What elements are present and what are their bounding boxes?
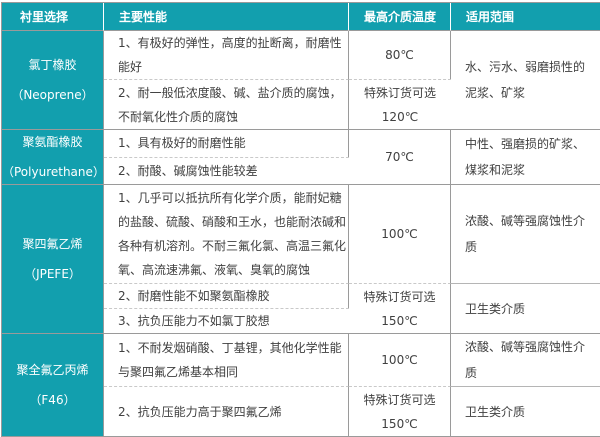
table-row: 2、耐磨性能不如聚氨酯橡胶 特殊订货可选 150℃ 卫生类介质 bbox=[2, 283, 600, 333]
scope-cell: 卫生类介质 bbox=[451, 283, 600, 333]
performance-cell: 1、具有极好的耐磨性能 bbox=[104, 129, 349, 157]
performance-cell: 2、抗负压能力高于聚四氟乙烯 bbox=[104, 386, 349, 436]
temp-cell: 特殊订货可选 120℃ bbox=[349, 79, 451, 129]
table-row: 聚氨酯橡胶 （Polyurethane） 1、具有极好的耐磨性能 70℃ 中性、… bbox=[2, 129, 600, 184]
material-name-en: （F46） bbox=[29, 393, 76, 407]
material-cell-polyurethane: 聚氨酯橡胶 （Polyurethane） bbox=[2, 129, 105, 184]
temp-cell: 特殊订货可选 150℃ bbox=[349, 283, 451, 333]
temp-special-order-label: 特殊订货可选 bbox=[363, 289, 436, 304]
scope-cell: 浓酸、碱等强腐蚀性介质 bbox=[451, 184, 600, 283]
temp-value: 120℃ bbox=[381, 109, 419, 124]
material-name-cn: 氯丁橡胶 bbox=[28, 58, 77, 72]
performance-cell: 1、有极好的弹性，高度的扯断离，耐磨性能好 bbox=[104, 31, 349, 79]
material-cell-f46: 聚全氟乙丙烯 （F46） bbox=[2, 333, 104, 436]
table-row: 2、耐酸、碱腐蚀性能较差 bbox=[2, 156, 600, 185]
performance-cell: 2、耐磨性能不如聚氨酯橡胶 bbox=[104, 283, 349, 308]
material-cell-jpefe: 聚四氟乙烯 （JPEFE） bbox=[2, 184, 104, 333]
table-row: 2、耐一般低浓度酸、碱、盐介质的腐蚀，不耐氧化性介质的腐蚀 特殊订货可选 120… bbox=[2, 79, 600, 129]
material-cell-neoprene: 氯丁橡胶 （Neoprene） bbox=[2, 31, 104, 129]
material-name-cn: 聚全氟乙丙烯 bbox=[16, 363, 89, 377]
performance-cell: 1、不耐发烟硝酸、丁基锂，其他化学性能与聚四氟乙烯基本相同 bbox=[104, 333, 349, 386]
temp-cell: 70℃ bbox=[349, 129, 451, 184]
table-row: 3、抗负压能力不如氯丁胶想 bbox=[2, 308, 600, 333]
temp-cell: 100℃ bbox=[349, 333, 451, 386]
material-name-en: （Polyurethane） bbox=[2, 165, 105, 179]
material-name-cn: 聚四氟乙烯 bbox=[22, 237, 83, 251]
table-header-row: 衬里选择 主要性能 最高介质温度 适用范围 bbox=[2, 3, 600, 31]
scope-cell: 卫生类介质 bbox=[451, 386, 600, 436]
header-cell-max-temp: 最高介质温度 bbox=[349, 3, 451, 31]
scope-cell: 浓酸、碱等强腐蚀性介质 bbox=[451, 333, 600, 386]
temp-cell: 100℃ bbox=[349, 184, 451, 283]
header-cell-performance: 主要性能 bbox=[104, 3, 349, 31]
material-name-cn: 聚氨酯橡胶 bbox=[22, 135, 83, 149]
scope-cell: 水、污水、弱磨损性的泥浆、矿浆 bbox=[465, 60, 586, 100]
header-cell-lining: 衬里选择 bbox=[2, 3, 104, 31]
temp-cell: 80℃ bbox=[349, 31, 451, 79]
table-row: 聚全氟乙丙烯 （F46） 1、不耐发烟硝酸、丁基锂，其他化学性能与聚四氟乙烯基本… bbox=[2, 333, 600, 436]
table-row: 聚四氟乙烯 （JPEFE） 1、几乎可以抵抗所有化学介质，能耐妃糖的盐酸、硫酸、… bbox=[2, 184, 600, 333]
temp-value: 150℃ bbox=[381, 416, 418, 431]
scope-cell: 中性、强磨损的矿浆、煤浆和泥浆 bbox=[451, 129, 600, 184]
performance-cell: 2、耐一般低浓度酸、碱、盐介质的腐蚀，不耐氧化性介质的腐蚀 bbox=[104, 79, 349, 129]
material-name-en: （Neoprene） bbox=[11, 88, 94, 102]
temp-value: 150℃ bbox=[381, 313, 418, 328]
temp-cell: 特殊订货可选 150℃ bbox=[349, 386, 451, 436]
table-row: 氯丁橡胶 （Neoprene） 1、有极好的弹性，高度的扯断离，耐磨性能好 80… bbox=[2, 31, 600, 129]
performance-cell: 3、抗负压能力不如氯丁胶想 bbox=[104, 308, 349, 333]
header-cell-scope: 适用范围 bbox=[451, 3, 600, 31]
temp-special-order-label: 特殊订货可选 bbox=[363, 392, 436, 407]
material-name-en: （JPEFE） bbox=[24, 267, 81, 281]
temp-special-order-label: 特殊订货可选 bbox=[363, 85, 436, 100]
performance-cell: 2、耐酸、碱腐蚀性能较差 bbox=[104, 156, 349, 185]
performance-cell: 1、几乎可以抵抗所有化学介质，能耐妃糖的盐酸、硫酸、硝酸和王水，也能耐浓碱和各种… bbox=[104, 184, 349, 283]
